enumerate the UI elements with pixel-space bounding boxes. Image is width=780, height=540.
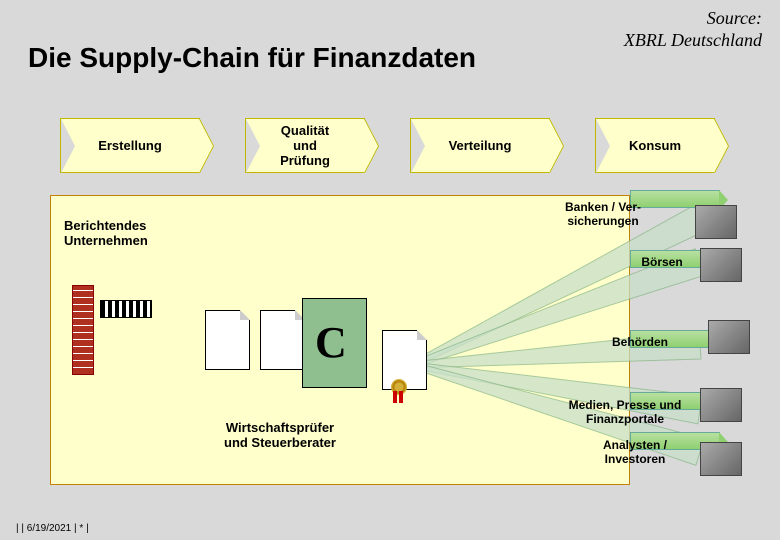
document-icon-1	[205, 310, 250, 370]
source-attribution: Source: XBRL Deutschland	[624, 8, 762, 51]
stage-0: Erstellung	[60, 118, 200, 173]
document-icon-2	[260, 310, 305, 370]
consumer-thumb-1	[700, 248, 742, 282]
consumer-label-4: Analysten / Investoren	[590, 438, 680, 466]
consumer-label-2: Behörden	[600, 335, 680, 349]
source-line2: XBRL Deutschland	[624, 30, 762, 50]
stage-2: Verteilung	[410, 118, 550, 173]
source-line1: Source:	[707, 8, 762, 28]
auditor-label: Wirtschaftsprüfer und Steuerberater	[224, 420, 336, 450]
consumer-thumb-0	[695, 205, 737, 239]
footer-text: | | 6/19/2021 | * |	[16, 523, 89, 534]
page-title: Die Supply-Chain für Finanzdaten	[28, 42, 476, 74]
barcode-icon	[100, 300, 152, 318]
building-icon	[72, 285, 94, 375]
consumer-thumb-3	[700, 388, 742, 422]
reporting-company-label: Berichtendes Unternehmen	[64, 218, 148, 248]
consumer-label-3: Medien, Presse und Finanzportale	[555, 398, 695, 426]
consumer-label-1: Börsen	[632, 255, 692, 269]
consumer-label-0: Banken / Ver- sicherungen	[548, 200, 658, 228]
letter-c-icon: C	[315, 317, 347, 368]
stage-1: Qualität und Prüfung	[245, 118, 365, 173]
certified-document-icon	[382, 330, 427, 390]
ribbon-tail-icon	[393, 391, 397, 403]
consumer-thumb-4	[700, 442, 742, 476]
consumer-thumb-2	[708, 320, 750, 354]
stage-3: Konsum	[595, 118, 715, 173]
audit-report-icon: C	[302, 298, 367, 388]
ribbon-tail-icon	[399, 391, 403, 403]
